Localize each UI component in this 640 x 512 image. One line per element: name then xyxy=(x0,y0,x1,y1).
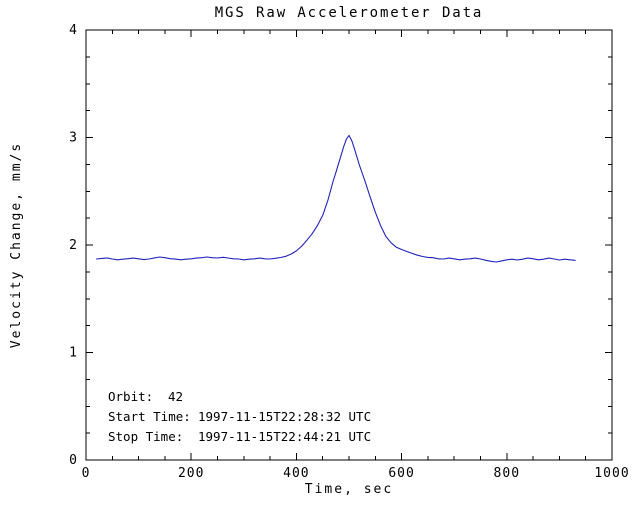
y-tick-label: 2 xyxy=(69,238,78,253)
y-tick-label: 4 xyxy=(69,23,78,38)
y-tick-label: 1 xyxy=(69,346,78,361)
stop-time-value: 1997-11-15T22:44:21 UTC xyxy=(198,429,371,444)
stop-time-label: Stop Time: xyxy=(108,429,183,444)
velocity-line xyxy=(95,134,576,263)
y-axis-label: Velocity Change, mm/s xyxy=(9,142,24,348)
start-time-value: 1997-11-15T22:28:32 UTC xyxy=(198,409,371,424)
axes: 0 200 400 600 800 1000 0 1 2 3 4 xyxy=(69,23,629,481)
x-axis-label: Time, sec xyxy=(305,482,393,497)
y-tick-label: 0 xyxy=(69,453,78,468)
x-tick-label: 600 xyxy=(388,466,414,481)
data-series xyxy=(95,134,576,263)
x-tick-label: 400 xyxy=(283,466,309,481)
x-tick-label: 0 xyxy=(82,466,91,481)
chart-title: MGS Raw Accelerometer Data xyxy=(215,5,484,21)
y-tick-label: 3 xyxy=(69,131,78,146)
x-tick-label: 1000 xyxy=(594,466,629,481)
x-tick-label: 200 xyxy=(178,466,204,481)
x-tick-label: 800 xyxy=(494,466,520,481)
start-time-label: Start Time: xyxy=(108,409,191,424)
annotations: Orbit: 42 Start Time: 1997-11-15T22:28:3… xyxy=(108,389,371,444)
plot-frame xyxy=(85,29,613,461)
orbit-label: Orbit: xyxy=(108,389,153,404)
orbit-value: 42 xyxy=(168,389,183,404)
